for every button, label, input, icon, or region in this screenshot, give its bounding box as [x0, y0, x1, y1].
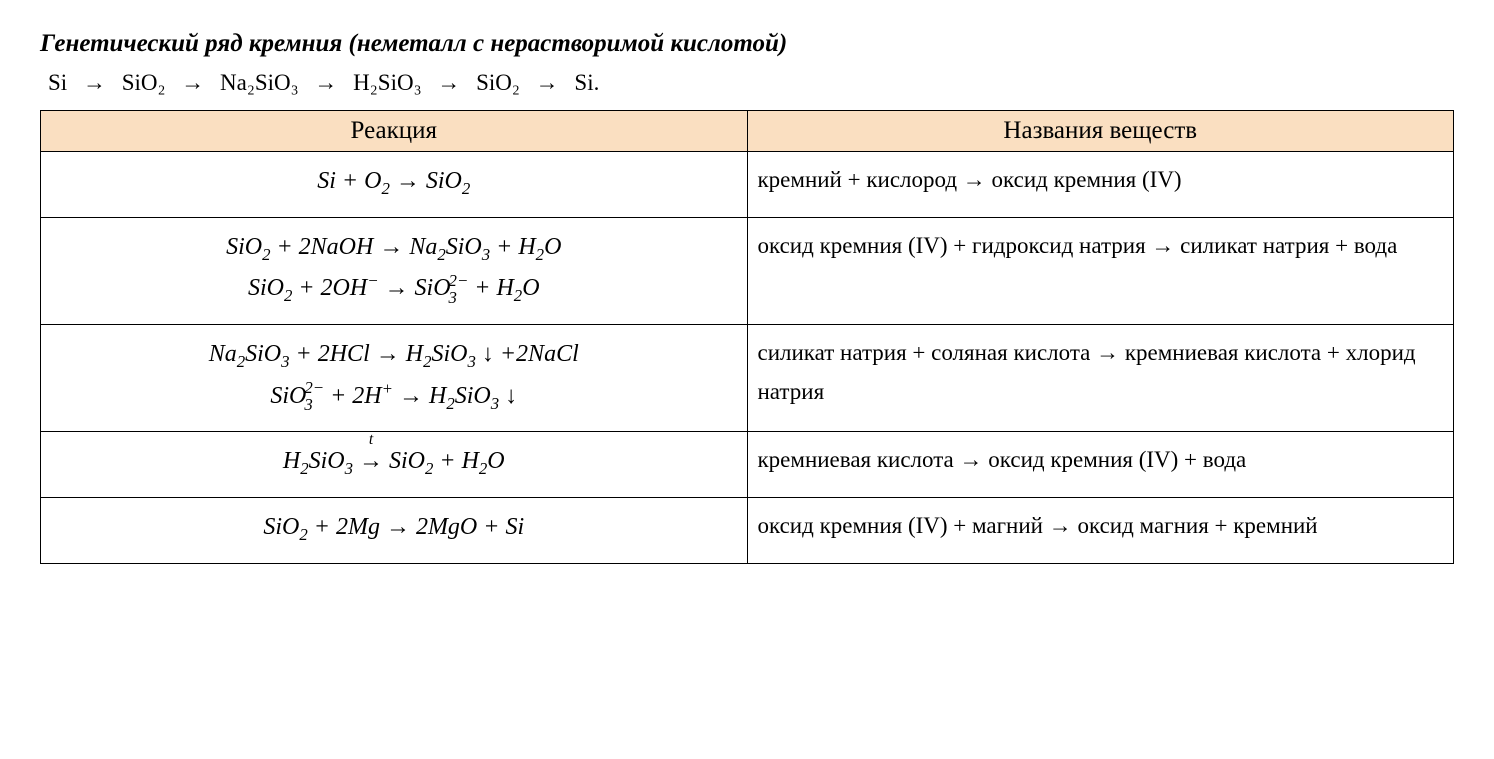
- chain-item: SiO₂: [122, 70, 166, 95]
- names-cell: оксид кремния (IV) + магний → оксид магн…: [747, 498, 1454, 564]
- names-cell: кремниевая кислота → оксид кремния (IV) …: [747, 432, 1454, 498]
- table-row: SiO2 + 2Mg → 2MgO + Si оксид кремния (IV…: [41, 498, 1454, 564]
- arrow-icon: →: [437, 70, 460, 96]
- arrow-icon: →: [181, 70, 204, 96]
- arrow-icon: →: [536, 70, 559, 96]
- chain-item: Na₂SiO₃: [220, 70, 299, 95]
- reaction-cell: Si + O2 → SiO2: [41, 152, 748, 218]
- names-cell: кремний + кислород → оксид кремния (IV): [747, 152, 1454, 218]
- table-row: Si + O2 → SiO2 кремний + кислород → окси…: [41, 152, 1454, 218]
- chain-item: H₂SiO₃: [353, 70, 421, 95]
- names-cell: силикат натрия + соляная кислота → кремн…: [747, 325, 1454, 432]
- reaction-cell: SiO2 + 2NaOH → Na2SiO3 + H2O SiO2 + 2OH−…: [41, 217, 748, 324]
- page-title: Генетический ряд кремния (неметалл с нер…: [40, 30, 1454, 58]
- reaction-chain: Si → SiO₂ → Na₂SiO₃ → H₂SiO₃ → SiO₂ → Si…: [40, 70, 1454, 96]
- reaction-cell: Na2SiO3 + 2HCl → H2SiO3 ↓ +2NaCl SiO2−3 …: [41, 325, 748, 432]
- chain-item: Si: [48, 70, 67, 95]
- arrow-icon: →: [314, 70, 337, 96]
- table-header-row: Реакция Названия веществ: [41, 111, 1454, 152]
- reaction-cell: H2SiO3 t→ SiO2 + H2O: [41, 432, 748, 498]
- column-header-reaction: Реакция: [41, 111, 748, 152]
- reactions-table: Реакция Названия веществ Si + O2 → SiO2 …: [40, 110, 1454, 564]
- reaction-cell: SiO2 + 2Mg → 2MgO + Si: [41, 498, 748, 564]
- arrow-icon: →: [83, 70, 106, 96]
- table-row: H2SiO3 t→ SiO2 + H2O кремниевая кислота …: [41, 432, 1454, 498]
- chain-item: Si.: [574, 70, 599, 95]
- table-row: Na2SiO3 + 2HCl → H2SiO3 ↓ +2NaCl SiO2−3 …: [41, 325, 1454, 432]
- column-header-names: Названия веществ: [747, 111, 1454, 152]
- chain-item: SiO₂: [476, 70, 520, 95]
- names-cell: оксид кремния (IV) + гидроксид натрия → …: [747, 217, 1454, 324]
- table-row: SiO2 + 2NaOH → Na2SiO3 + H2O SiO2 + 2OH−…: [41, 217, 1454, 324]
